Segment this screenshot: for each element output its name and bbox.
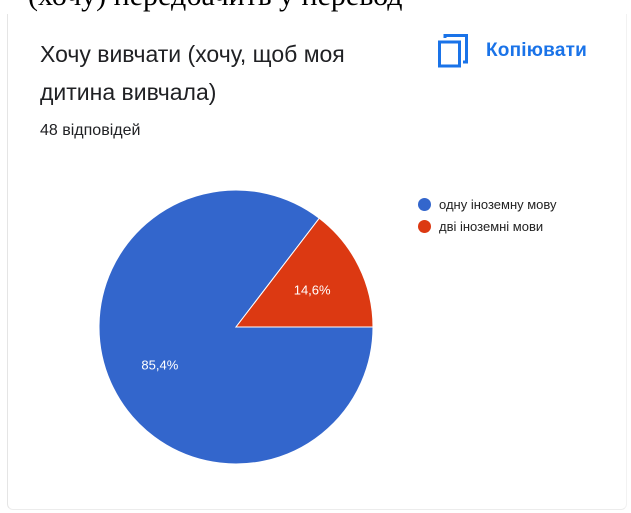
question-title: Хочу вивчати (хочу, щоб моя дитина вивча…: [40, 41, 345, 105]
pie-slice-label-1: 14,6%: [294, 282, 331, 297]
legend-label-1: дві іноземні мови: [439, 218, 544, 234]
response-count: 48 відповідей: [40, 122, 141, 139]
legend-item-0[interactable]: одну іноземну мову: [418, 193, 557, 215]
cropped-header-text: (хочу) передбачить у перевод: [0, 0, 631, 16]
pie-slice-label-0: 85,4%: [141, 358, 178, 373]
legend-swatch-1: [418, 219, 431, 233]
legend-swatch-0: [418, 197, 431, 211]
legend-item-1[interactable]: дві іноземні мови: [418, 215, 557, 237]
pie-slice-1[interactable]: [234, 217, 374, 328]
copy-icon: [438, 34, 468, 68]
chart-legend: одну іноземну мову дві іноземні мови: [418, 193, 557, 237]
copy-button[interactable]: Копіювати: [438, 33, 587, 69]
copy-button-label: Копіювати: [486, 40, 587, 61]
legend-label-0: одну іноземну мову: [439, 196, 557, 212]
